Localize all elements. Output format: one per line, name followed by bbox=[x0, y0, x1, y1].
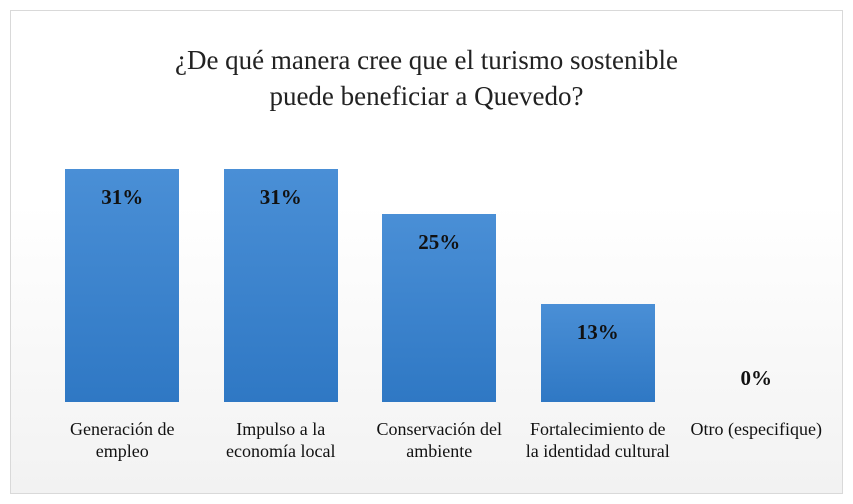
value-label: 25% bbox=[418, 230, 461, 255]
bar bbox=[65, 169, 180, 402]
value-label: 0% bbox=[740, 366, 773, 390]
x-tick-label: Conservación del ambiente bbox=[376, 419, 502, 461]
x-tick-label: Fortalecimiento de la identidad cultural bbox=[525, 419, 670, 461]
bar bbox=[540, 304, 655, 402]
bar bbox=[382, 214, 497, 402]
value-label: 31% bbox=[101, 185, 144, 209]
bar bbox=[223, 169, 338, 402]
value-label: 31% bbox=[259, 185, 302, 209]
x-tick-label: Impulso a la economía local bbox=[226, 419, 336, 461]
value-label: 13% bbox=[576, 320, 619, 345]
x-tick-label: Otro (especifique) bbox=[690, 419, 822, 439]
chart-title: ¿De qué manera cree que el turismo soste… bbox=[174, 45, 679, 75]
x-tick-label: Generación de empleo bbox=[70, 419, 175, 461]
chart-title: puede beneficiar a Quevedo? bbox=[269, 81, 584, 111]
